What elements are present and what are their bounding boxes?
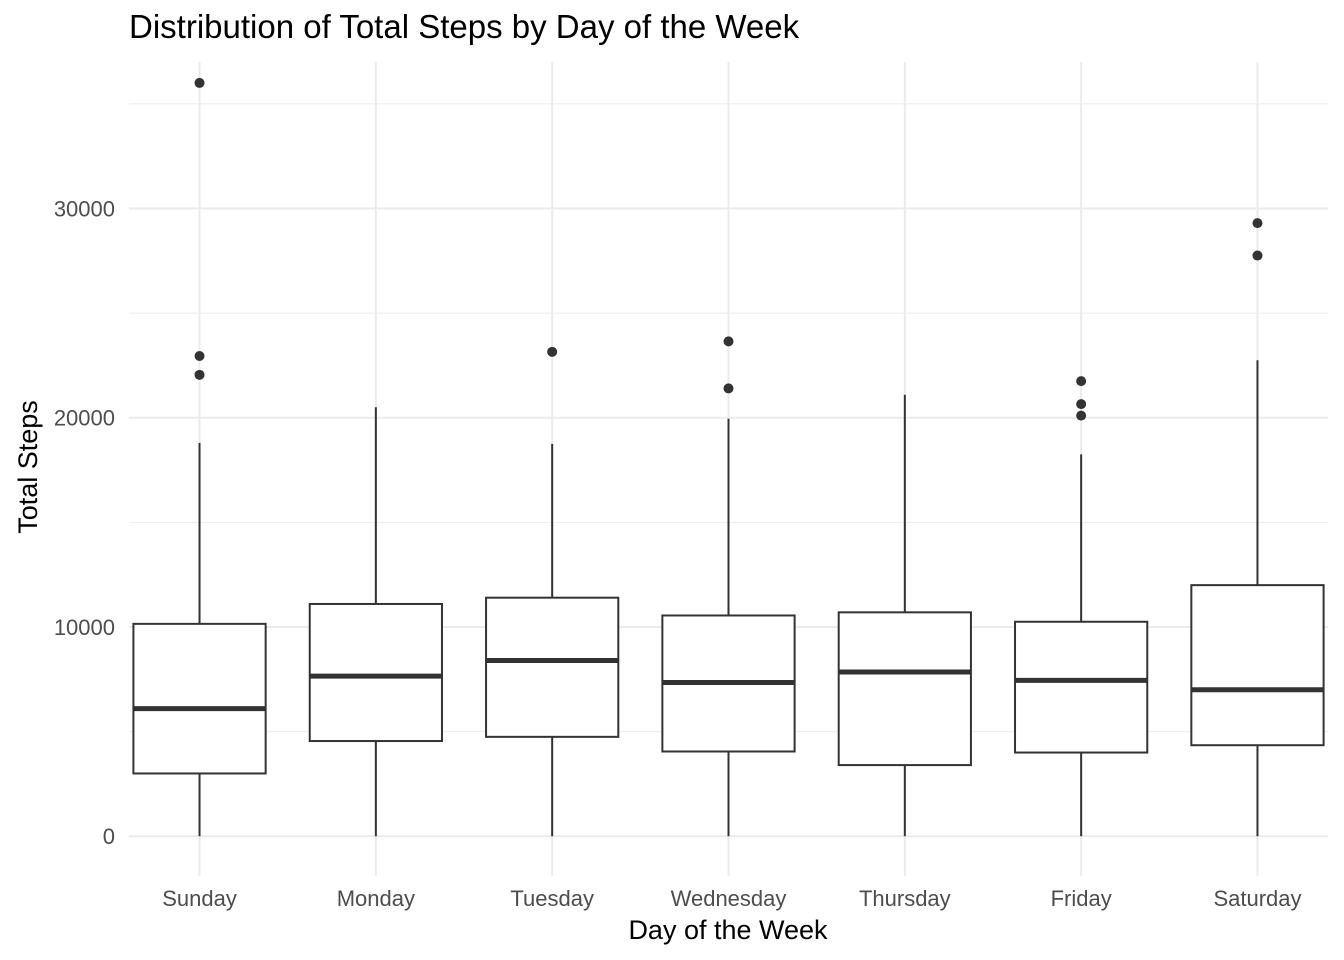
x-tick-label: Wednesday: [671, 886, 787, 911]
outlier-point: [1252, 218, 1263, 229]
outlier-point: [194, 77, 205, 88]
box-thursday: [837, 394, 972, 837]
x-axis-title: Day of the Week: [628, 915, 828, 945]
box-series: [132, 77, 1325, 837]
iqr-box: [1014, 620, 1149, 754]
outlier-point: [1076, 376, 1087, 387]
iqr-box: [132, 622, 267, 775]
box-friday: [1014, 376, 1149, 837]
outlier-point: [1252, 250, 1263, 261]
chart-title: Distribution of Total Steps by Day of th…: [129, 8, 800, 45]
y-tick-label: 0: [103, 824, 115, 849]
iqr-box: [485, 596, 620, 738]
x-tick-label: Friday: [1051, 886, 1112, 911]
box-sunday: [132, 77, 267, 837]
y-axis-title: Total Steps: [13, 400, 43, 534]
outlier-point: [723, 383, 734, 394]
y-tick-label: 30000: [54, 196, 115, 221]
outlier-point: [547, 346, 558, 357]
box-monday: [308, 407, 443, 837]
x-axis-tick-labels: Sunday Monday Tuesday Wednesday Thursday Frid…: [162, 886, 1301, 911]
y-tick-label: 20000: [54, 406, 115, 431]
outlier-point: [1076, 410, 1087, 421]
x-tick-label: Tuesday: [510, 886, 594, 911]
outlier-point: [194, 351, 205, 362]
iqr-box: [308, 602, 443, 743]
y-tick-label: 10000: [54, 615, 115, 640]
x-tick-label: Thursday: [859, 886, 951, 911]
x-tick-label: Saturday: [1213, 886, 1301, 911]
x-tick-label: Monday: [337, 886, 415, 911]
y-axis-tick-labels: 0 10000 20000 30000: [54, 196, 115, 849]
box-wednesday: [661, 336, 796, 837]
iqr-box: [1190, 584, 1325, 747]
outlier-point: [1076, 399, 1087, 410]
iqr-box: [837, 611, 972, 767]
x-tick-label: Sunday: [162, 886, 237, 911]
outlier-point: [194, 369, 205, 380]
box-tuesday: [485, 346, 620, 837]
box-saturday: [1190, 218, 1325, 837]
outlier-point: [723, 336, 734, 347]
